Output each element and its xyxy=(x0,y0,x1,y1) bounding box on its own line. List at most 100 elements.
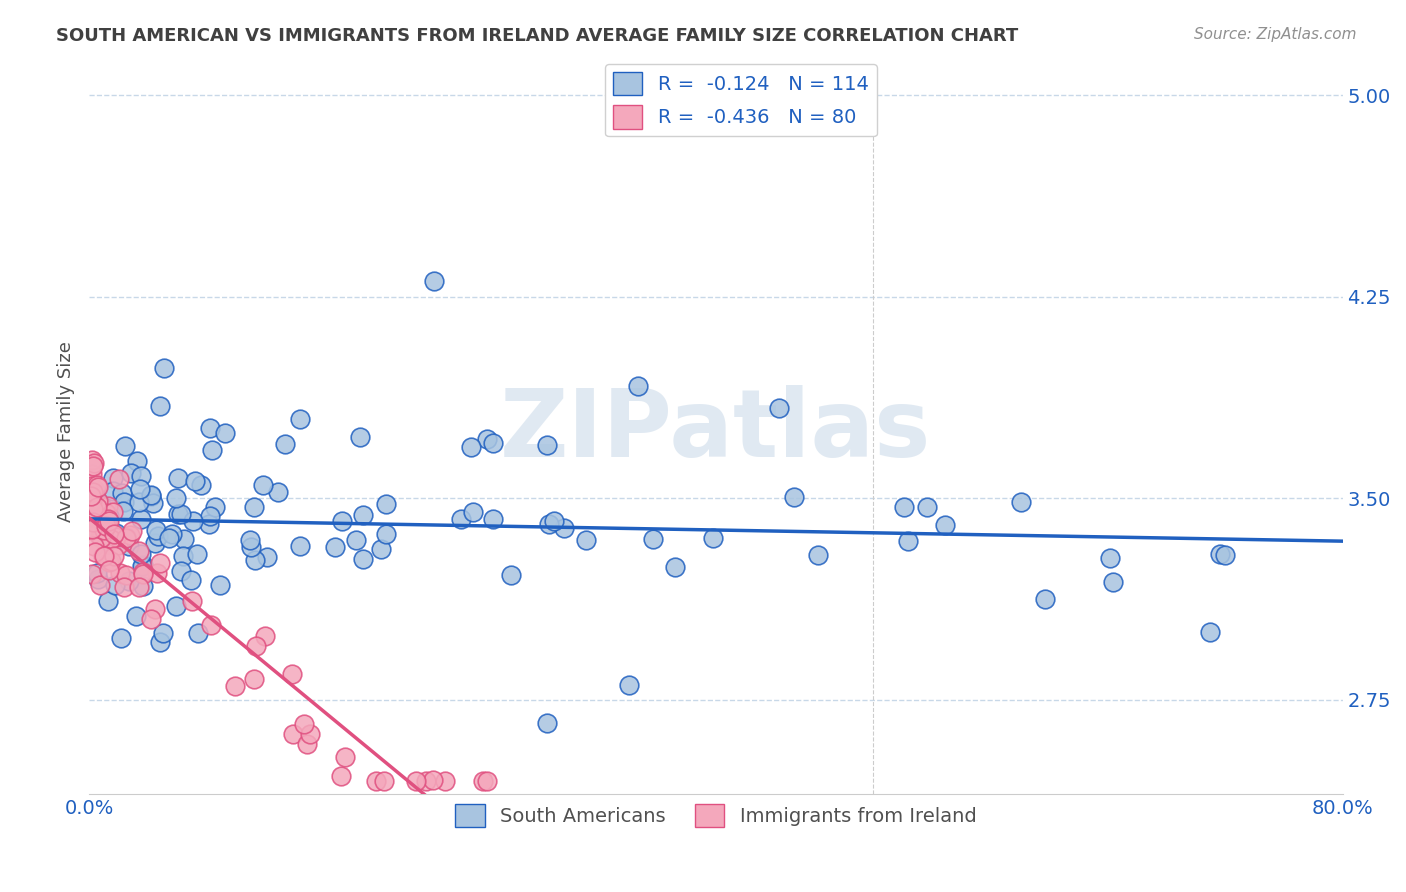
Point xyxy=(100,532,122,546)
Point xyxy=(482,436,505,450)
Point xyxy=(165,599,187,613)
Point xyxy=(131,559,153,574)
Point xyxy=(1213,548,1236,562)
Point xyxy=(893,500,915,514)
Point xyxy=(186,547,208,561)
Point xyxy=(82,509,104,524)
Point xyxy=(112,580,135,594)
Point xyxy=(82,522,104,536)
Point xyxy=(352,552,374,566)
Point xyxy=(553,521,575,535)
Point xyxy=(94,520,117,534)
Point xyxy=(139,489,162,503)
Point xyxy=(575,533,598,548)
Point xyxy=(197,517,219,532)
Point xyxy=(93,524,115,538)
Point xyxy=(374,498,396,512)
Point xyxy=(333,750,356,764)
Point xyxy=(214,426,236,441)
Point xyxy=(104,578,127,592)
Point xyxy=(128,494,150,508)
Point xyxy=(149,399,172,413)
Point xyxy=(1033,591,1056,606)
Point xyxy=(98,508,121,523)
Point xyxy=(103,505,125,519)
Point xyxy=(153,361,176,376)
Point xyxy=(82,458,104,473)
Point xyxy=(89,578,111,592)
Point xyxy=(183,474,205,488)
Point xyxy=(114,439,136,453)
Point xyxy=(90,506,112,520)
Point xyxy=(149,634,172,648)
Point xyxy=(460,440,482,454)
Point xyxy=(94,549,117,563)
Point xyxy=(82,478,104,492)
Point xyxy=(125,609,148,624)
Point xyxy=(537,516,560,531)
Point xyxy=(768,401,790,415)
Point xyxy=(281,667,304,681)
Point xyxy=(129,512,152,526)
Point xyxy=(373,773,395,788)
Point xyxy=(145,523,167,537)
Legend: South Americans, Immigrants from Ireland: South Americans, Immigrants from Ireland xyxy=(447,796,984,835)
Point xyxy=(243,553,266,567)
Point xyxy=(146,566,169,581)
Point xyxy=(93,549,115,564)
Point xyxy=(170,564,193,578)
Point xyxy=(252,478,274,492)
Point xyxy=(117,539,139,553)
Point xyxy=(349,430,371,444)
Point xyxy=(80,453,103,467)
Point xyxy=(243,672,266,686)
Point xyxy=(128,482,150,496)
Point xyxy=(82,501,104,516)
Point xyxy=(120,466,142,480)
Point xyxy=(181,593,204,607)
Point xyxy=(79,489,101,503)
Point xyxy=(96,500,118,514)
Point xyxy=(114,567,136,582)
Point xyxy=(112,504,135,518)
Point xyxy=(105,526,128,541)
Point xyxy=(807,548,830,562)
Point xyxy=(103,471,125,485)
Point xyxy=(475,773,498,788)
Point xyxy=(536,438,558,452)
Point xyxy=(375,527,398,541)
Point xyxy=(131,567,153,582)
Point xyxy=(112,494,135,508)
Point xyxy=(143,601,166,615)
Point xyxy=(90,498,112,512)
Point xyxy=(86,480,108,494)
Point xyxy=(82,515,104,529)
Point xyxy=(1010,495,1032,509)
Point xyxy=(98,514,121,528)
Point xyxy=(131,579,153,593)
Point xyxy=(897,534,920,549)
Point xyxy=(93,549,115,563)
Point xyxy=(146,529,169,543)
Point xyxy=(664,560,686,574)
Point xyxy=(132,566,155,580)
Point xyxy=(297,737,319,751)
Point xyxy=(83,456,105,470)
Point xyxy=(157,531,180,545)
Point xyxy=(84,544,107,558)
Point xyxy=(111,485,134,500)
Point xyxy=(152,625,174,640)
Point xyxy=(167,507,190,521)
Point xyxy=(288,539,311,553)
Point xyxy=(121,524,143,538)
Point xyxy=(208,578,231,592)
Point xyxy=(461,505,484,519)
Point xyxy=(204,500,226,514)
Point xyxy=(352,508,374,523)
Point xyxy=(83,483,105,498)
Point xyxy=(97,512,120,526)
Point xyxy=(103,483,125,498)
Point xyxy=(344,533,367,547)
Point xyxy=(198,421,221,435)
Point xyxy=(274,436,297,450)
